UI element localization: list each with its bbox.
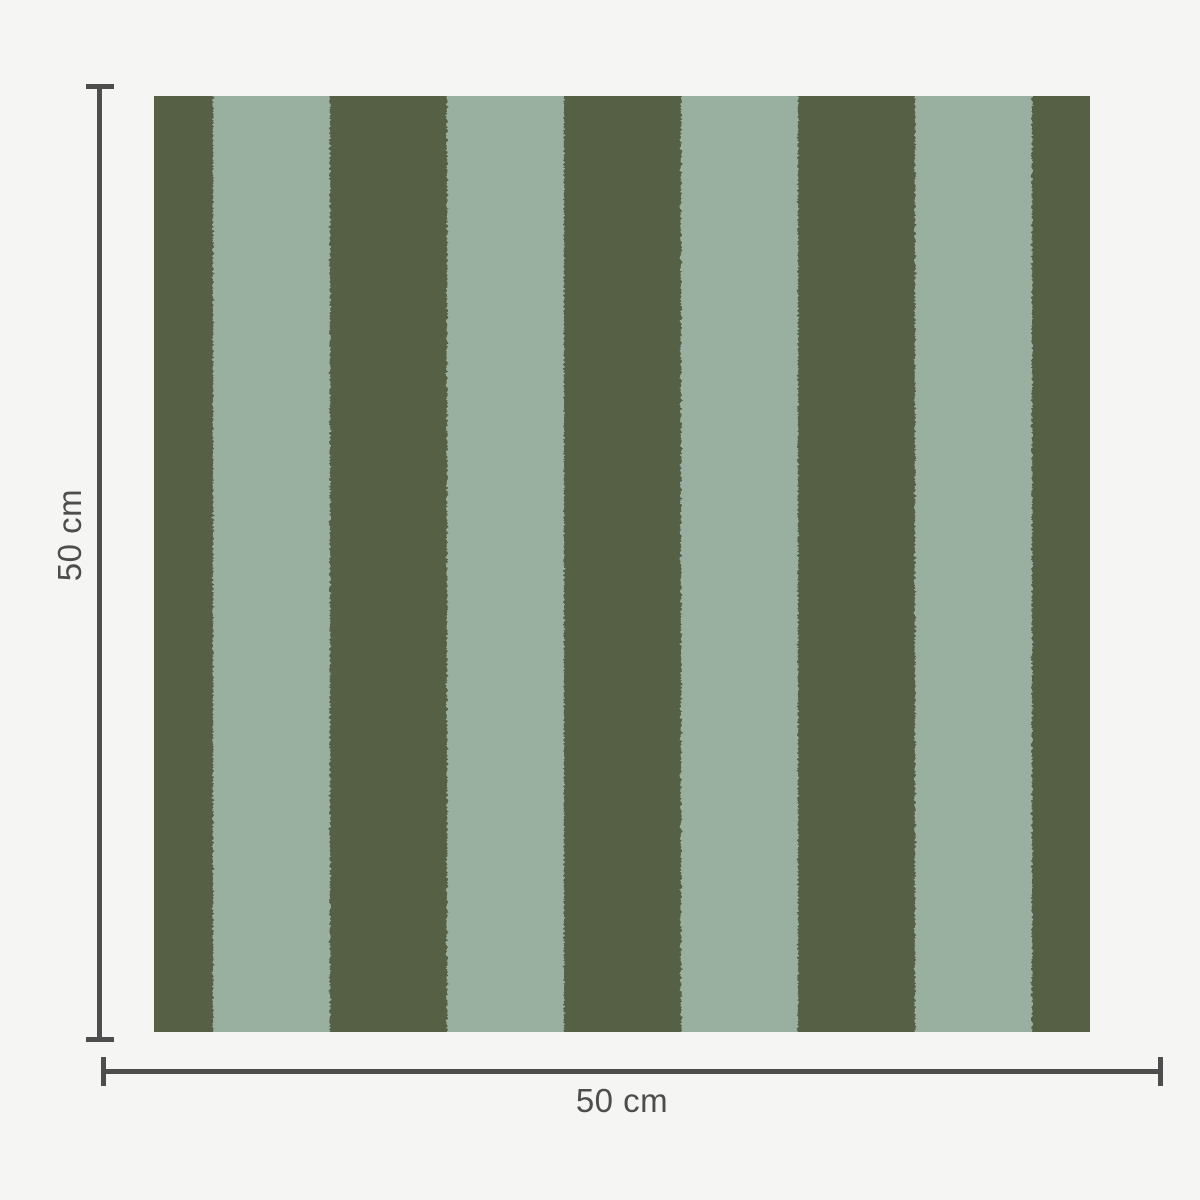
- stripe-dark: [563, 96, 681, 1032]
- horizontal-dimension-label: 50 cm: [575, 1082, 669, 1119]
- stripe-light: [446, 96, 564, 1032]
- stripe-dark: [329, 96, 447, 1032]
- horizontal-dimension-line: [101, 1069, 1163, 1074]
- vertical-dimension-bottom-cap: [86, 1037, 114, 1042]
- horizontal-dimension-right-cap: [1158, 1057, 1163, 1086]
- stripe-dark: [797, 96, 915, 1032]
- striped-swatch: [154, 96, 1090, 1032]
- vertical-dimension-top-cap: [86, 84, 114, 89]
- stripe-dark: [1031, 96, 1090, 1032]
- horizontal-dimension-left-cap: [101, 1057, 106, 1086]
- vertical-dimension-line: [97, 84, 102, 1042]
- stripe-light: [680, 96, 798, 1032]
- stripe-dark: [154, 96, 213, 1032]
- stripe-light: [212, 96, 330, 1032]
- stripe-pattern: [154, 96, 1090, 1032]
- vertical-dimension-label: 50 cm: [51, 488, 88, 582]
- stripe-light: [914, 96, 1032, 1032]
